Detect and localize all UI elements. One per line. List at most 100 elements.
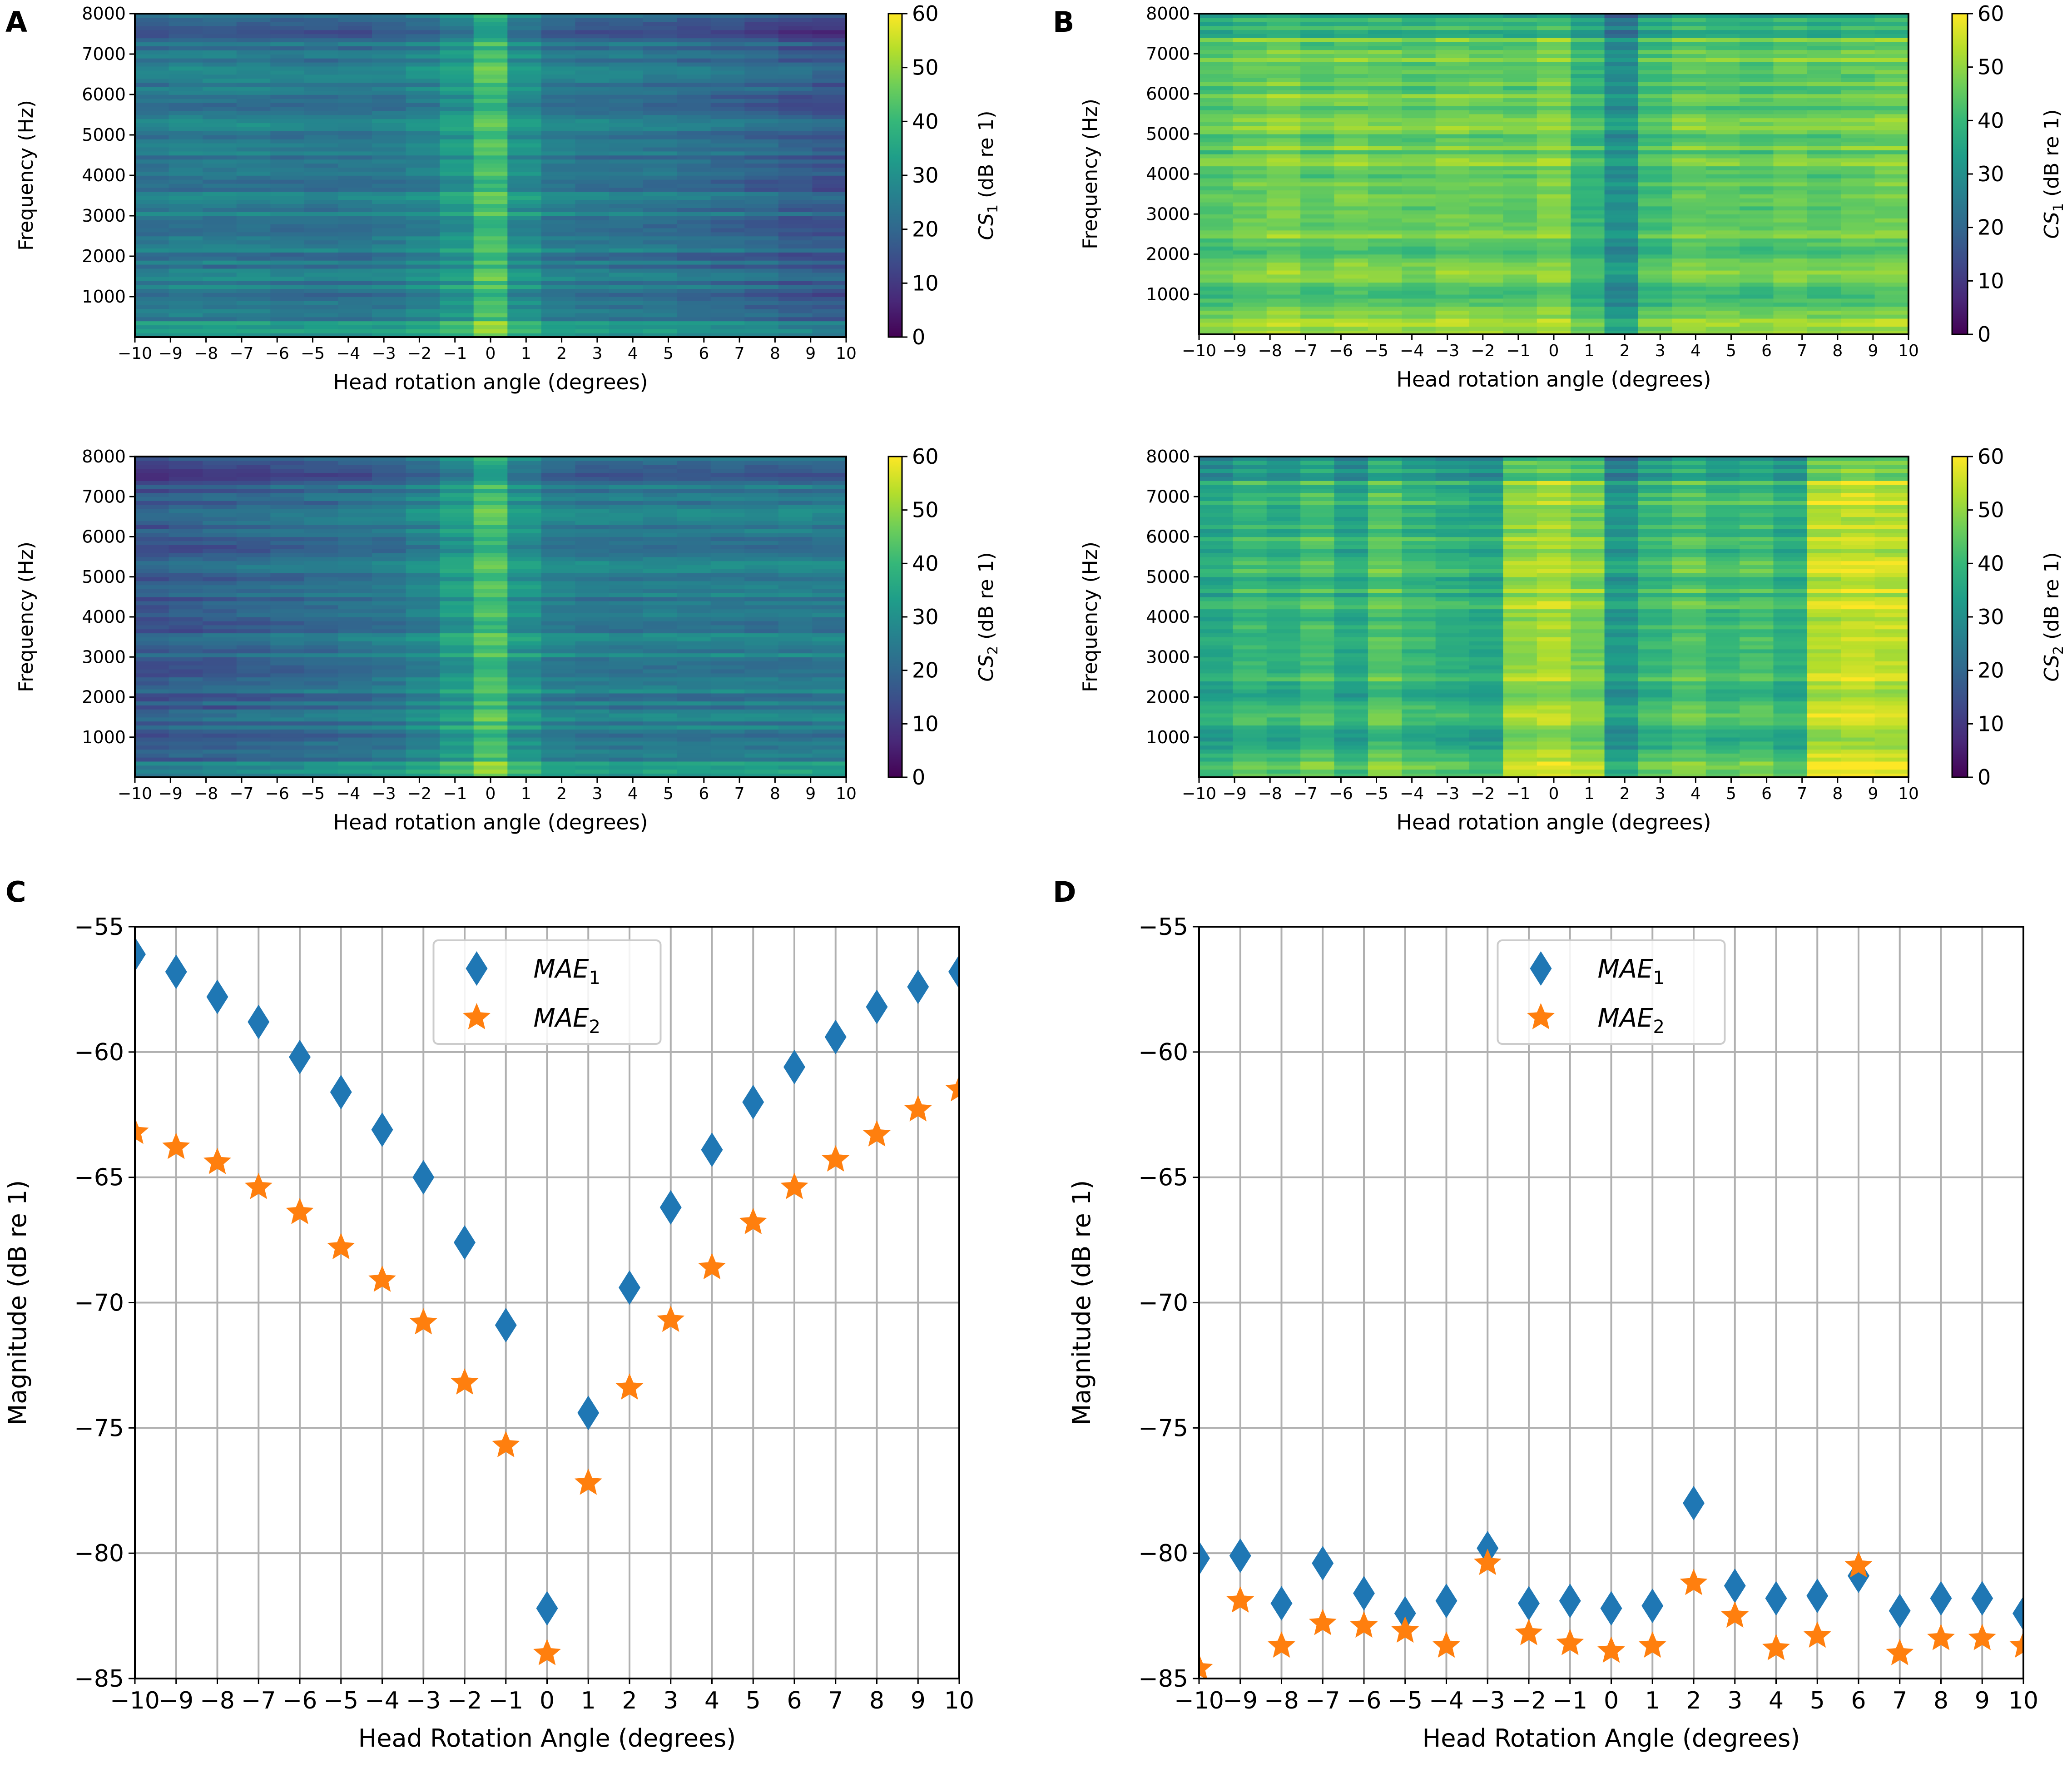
heatmap-cell [473, 501, 508, 505]
heatmap-cell [1334, 150, 1368, 154]
heatmap-cell [440, 545, 474, 549]
heatmap-cell [304, 204, 339, 208]
heatmap-cell [372, 569, 406, 573]
heatmap-cell [744, 244, 779, 248]
heatmap-cell [1199, 134, 1234, 139]
heatmap-cell [744, 46, 779, 50]
heatmap-cell [507, 256, 542, 261]
heatmap-cell [1469, 70, 1504, 74]
heatmap-cell [440, 769, 474, 774]
heatmap-cell [338, 721, 372, 726]
heatmap-cell [778, 268, 813, 273]
heatmap-cell [169, 508, 203, 513]
heatmap-cell [541, 673, 576, 678]
heatmap-cell [338, 508, 372, 513]
heatmap-cell [473, 552, 508, 557]
heatmap-cell [541, 308, 576, 313]
heatmap-cell [541, 248, 576, 253]
heatmap-cell [677, 219, 711, 224]
heatmap-cell [744, 717, 779, 722]
heatmap-cell [541, 325, 576, 329]
x-tick-label: −3 [372, 785, 396, 803]
heatmap-cell [677, 42, 711, 46]
heatmap-cell [1469, 238, 1504, 243]
heatmap-cell [406, 525, 440, 529]
heatmap-cell [710, 159, 745, 164]
heatmap-cell [744, 761, 779, 766]
heatmap-cell [677, 552, 711, 557]
heatmap-cell [203, 480, 237, 485]
heatmap-cell [372, 50, 406, 55]
heatmap-cell [1672, 178, 1706, 183]
heatmap-cell [1469, 262, 1504, 267]
heatmap-cell [1638, 85, 1673, 90]
heatmap-cell [304, 641, 339, 646]
heatmap-cell [744, 649, 779, 654]
heatmap-cell [507, 757, 542, 762]
heatmap-cell [372, 232, 406, 237]
heatmap-cell [1537, 58, 1571, 62]
heatmap-cell [1571, 282, 1605, 287]
heatmap-cell [169, 484, 203, 489]
heatmap-cell [812, 167, 847, 172]
heatmap-cell [1199, 326, 1234, 331]
heatmap-cell [338, 317, 372, 322]
heatmap-cell [1571, 105, 1605, 110]
heatmap-cell [1503, 318, 1537, 323]
heatmap-cell [677, 492, 711, 497]
heatmap-cell [744, 313, 779, 318]
heatmap-cell [677, 256, 711, 261]
heatmap-cell [1199, 61, 1234, 66]
heatmap-cell [812, 765, 847, 770]
heatmap-cell [812, 143, 847, 148]
heatmap-cell [1402, 182, 1436, 187]
heatmap-cell [169, 82, 203, 87]
heatmap-cell [744, 272, 779, 277]
heatmap-cell [203, 545, 237, 549]
heatmap-cell [1740, 65, 1774, 70]
heatmap-cell [1402, 290, 1436, 295]
heatmap-cell [507, 114, 542, 119]
heatmap-cell [609, 472, 644, 477]
heatmap-cell [1233, 258, 1267, 263]
heatmap-cell [609, 689, 644, 694]
heatmap-cell [744, 681, 779, 685]
heatmap-cell [1435, 94, 1470, 99]
heatmap-cell [1334, 298, 1368, 303]
heatmap-cell [1435, 138, 1470, 143]
heatmap-cell [710, 464, 745, 469]
heatmap-cell [1807, 294, 1842, 299]
heatmap-cell [304, 525, 339, 529]
heatmap-cell [575, 709, 610, 714]
heatmap-cell [406, 637, 440, 641]
heatmap-cell [1571, 250, 1605, 255]
heatmap-cell [677, 749, 711, 754]
heatmap-cell [338, 765, 372, 770]
heatmap-cell [338, 641, 372, 646]
heatmap-cell [1503, 230, 1537, 235]
heatmap-cell [1300, 114, 1335, 119]
heatmap-cell [778, 585, 813, 590]
heatmap-cell [609, 576, 644, 581]
heatmap-cell [541, 219, 576, 224]
heatmap-cell [1705, 218, 1740, 223]
heatmap-cell [507, 657, 542, 661]
heatmap-cell [677, 147, 711, 152]
heatmap-cell [169, 633, 203, 637]
heatmap-cell [1638, 105, 1673, 110]
heatmap-cell [744, 701, 779, 705]
heatmap-cell [169, 42, 203, 46]
heatmap-cell [304, 508, 339, 513]
heatmap-cell [575, 171, 610, 176]
heatmap-cell [575, 681, 610, 685]
heatmap-cell [304, 300, 339, 305]
heatmap-cell [1638, 266, 1673, 271]
heatmap-cell [372, 665, 406, 670]
heatmap-cell [1199, 262, 1234, 267]
heatmap-cell [1807, 122, 1842, 126]
heatmap-cell [507, 713, 542, 718]
heatmap-cell [1672, 158, 1706, 163]
heatmap-cell [440, 548, 474, 553]
heatmap-cell [1266, 89, 1301, 94]
heatmap-cell [609, 212, 644, 216]
